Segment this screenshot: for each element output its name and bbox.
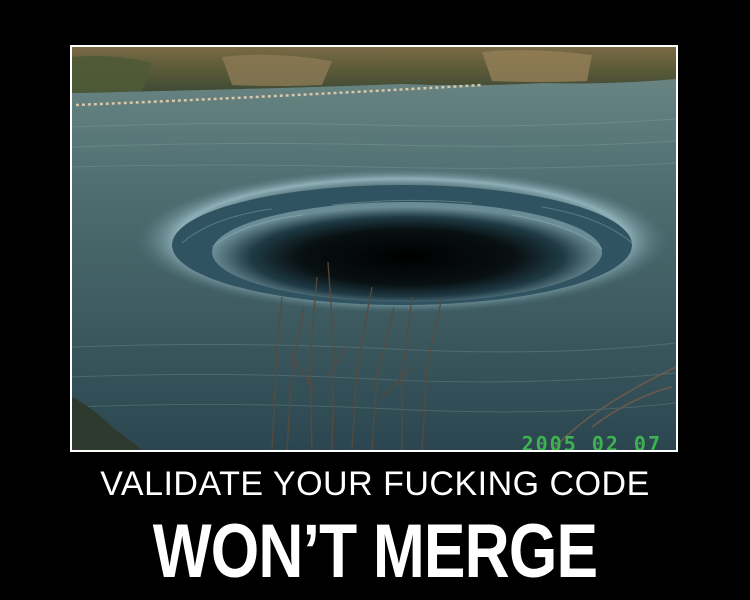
spillway-photo <box>72 47 676 450</box>
poster-caption: VALIDATE YOUR FUCKING CODE <box>100 465 650 503</box>
photo-frame: 2005 02 07 <box>70 45 678 452</box>
photo-timestamp: 2005 02 07 <box>521 432 662 452</box>
poster-headline: WON’T MERGE <box>152 509 598 594</box>
